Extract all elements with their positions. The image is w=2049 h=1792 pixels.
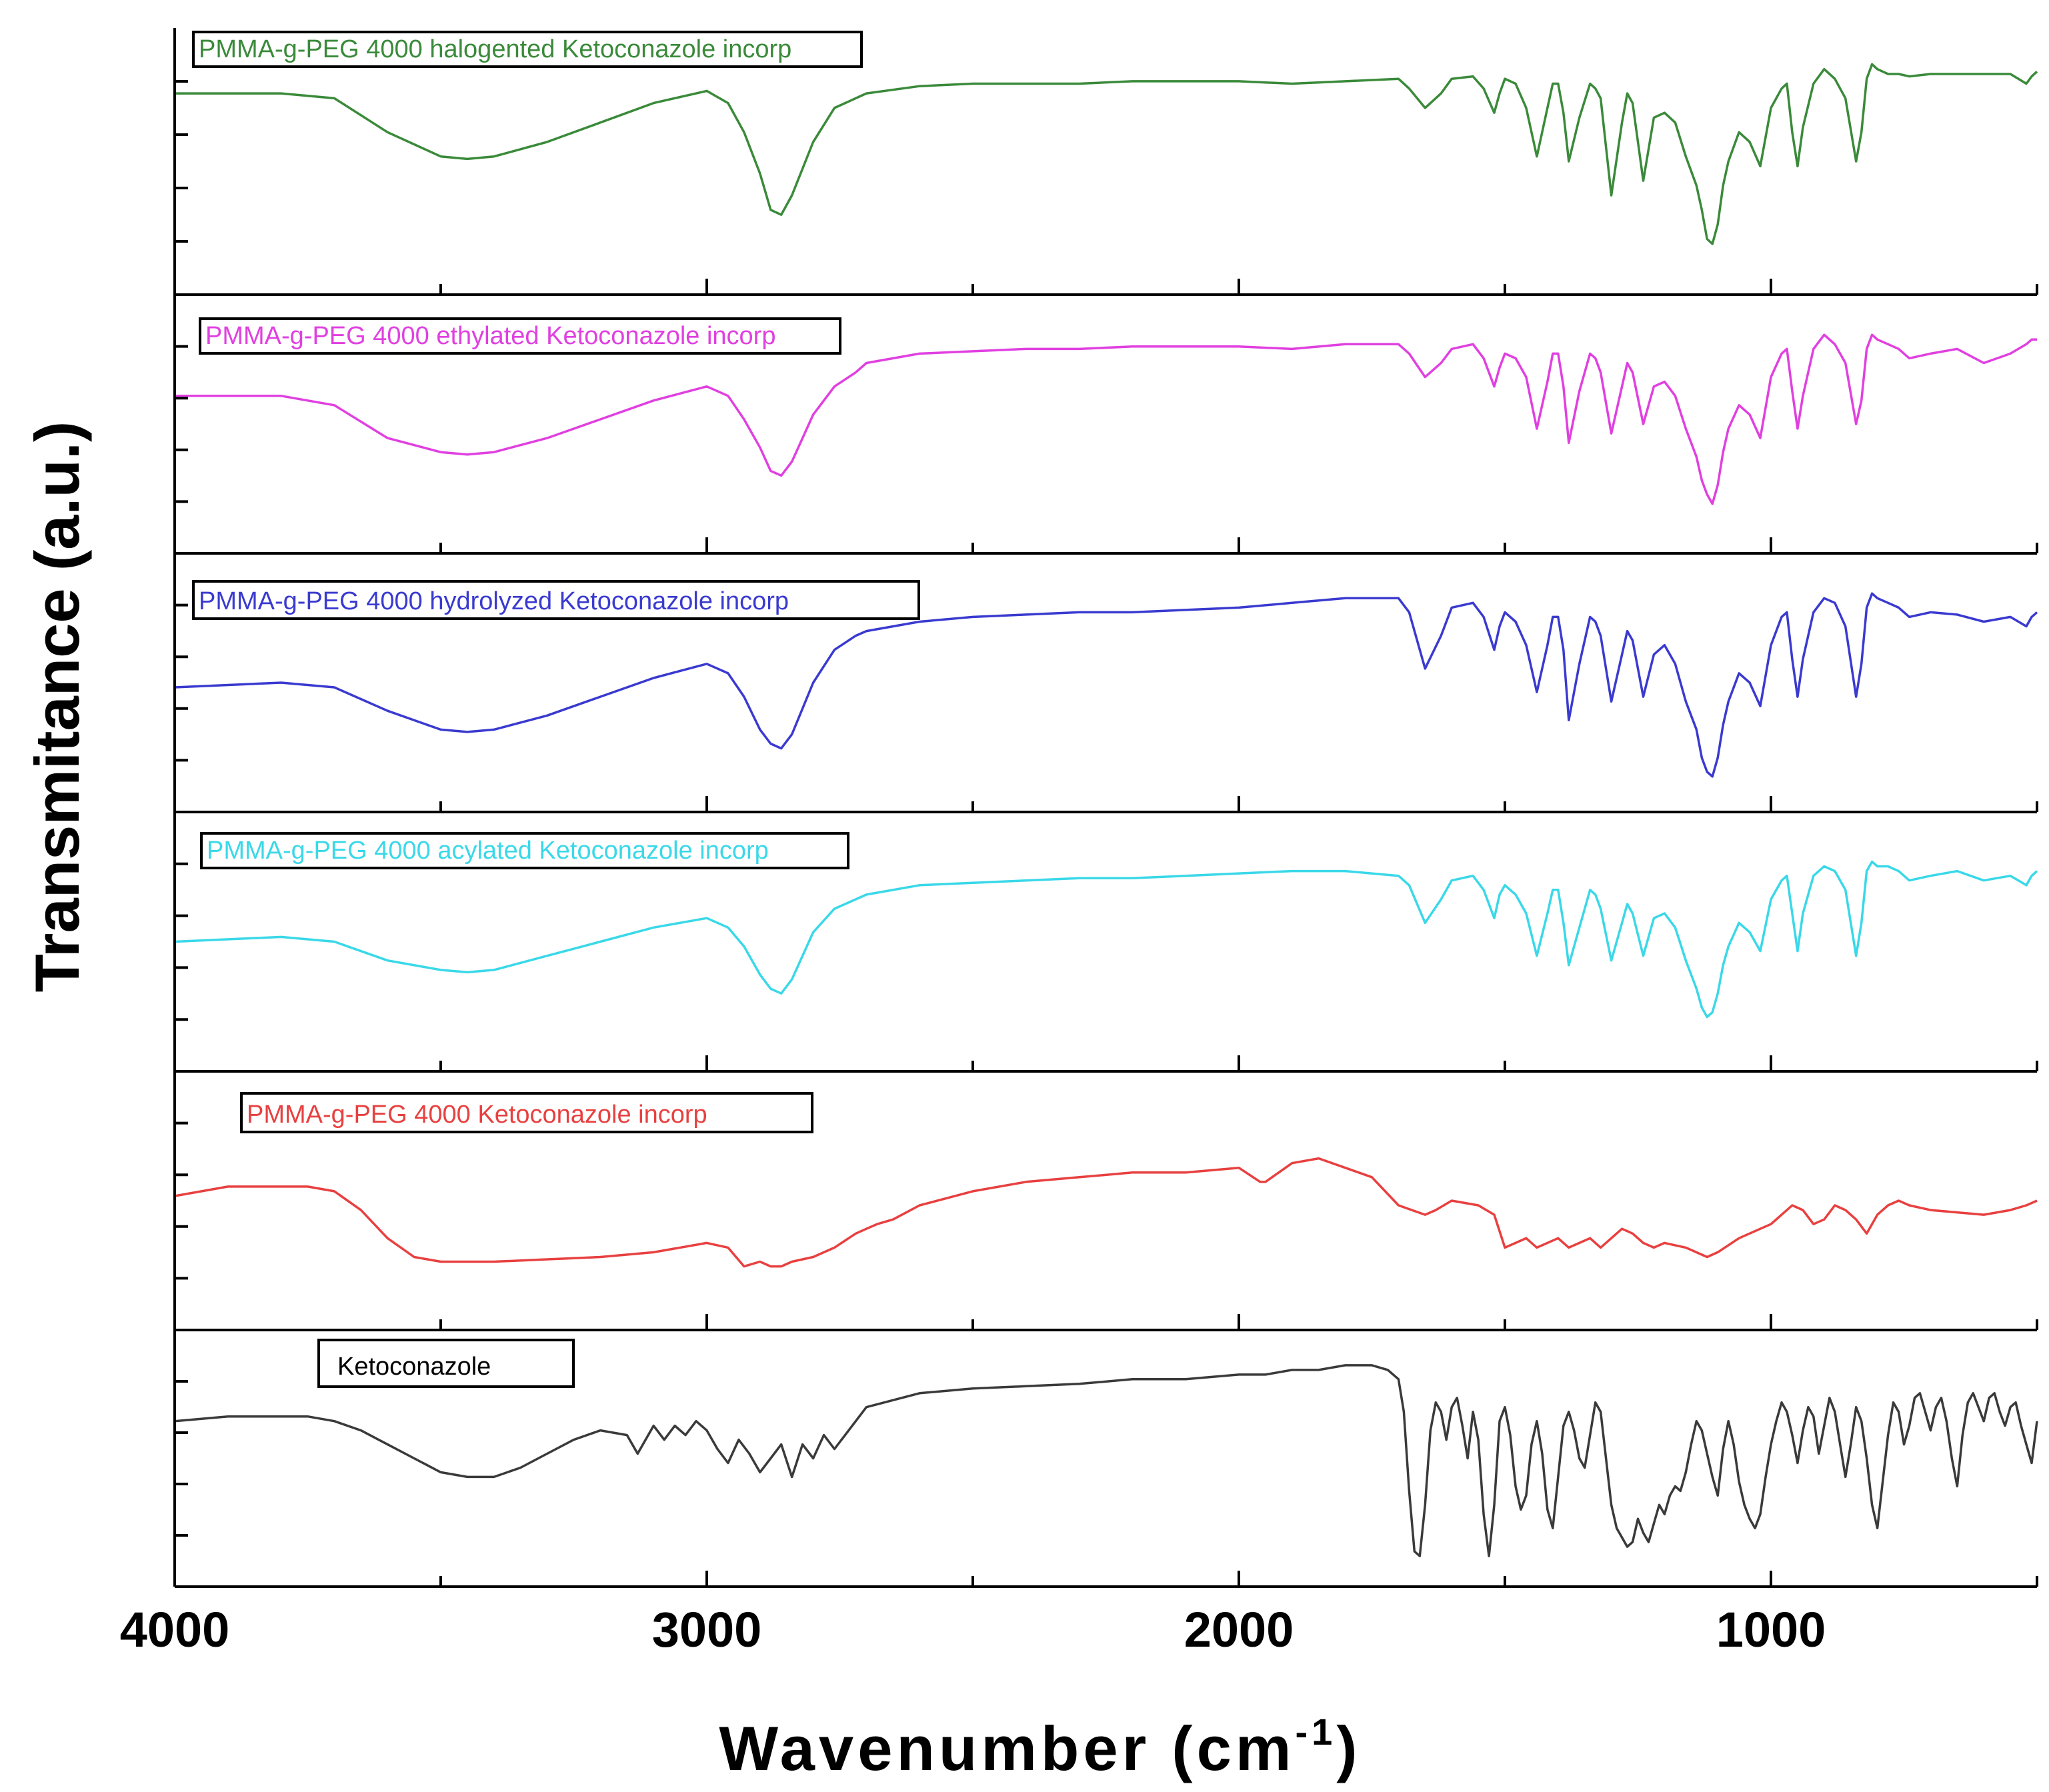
series-line-6 [174,1364,2038,1557]
x-axis-title: Wavenumber (cm-1) [719,1711,1361,1783]
series-label-2: PMMA-g-PEG 4000 ethylated Ketoconazole i… [205,322,775,350]
panel-1: PMMA-g-PEG 4000 halogented Ketoconazole … [173,28,2038,296]
y-axis-title: Transmitance (a.u.) [22,421,92,993]
legend-box-5 [240,1092,813,1133]
x-tick-label: 3000 [652,1602,762,1657]
panel-6: Ketoconazole [173,1330,2038,1588]
series-label-1: PMMA-g-PEG 4000 halogented Ketoconazole … [199,35,791,63]
x-axis-title-main: Wavenumber (cm [719,1713,1295,1783]
series-label-4: PMMA-g-PEG 4000 acylated Ketoconazole in… [207,837,769,865]
series-label-5: PMMA-g-PEG 4000 Ketoconazole incorp [247,1101,707,1129]
x-tick-label: 2000 [1184,1602,1294,1657]
panel-3: PMMA-g-PEG 4000 hydrolyzed Ketoconazole … [173,553,2038,813]
panels: PMMA-g-PEG 4000 halogented Ketoconazole … [173,28,2038,1588]
legend-box-4 [200,832,849,869]
panel-5: PMMA-g-PEG 4000 Ketoconazole incorp [173,1071,2038,1331]
series-line-1 [175,63,2038,245]
legend-box-1 [192,31,863,68]
panel-2: PMMA-g-PEG 4000 ethylated Ketoconazole i… [173,295,2038,555]
series-label-3: PMMA-g-PEG 4000 hydrolyzed Ketoconazole … [199,587,789,615]
x-tick-label: 4000 [120,1602,230,1657]
legend-box-6 [317,1339,575,1388]
legend-box-3 [192,580,920,620]
series-line-3 [174,592,2038,778]
panel-4: PMMA-g-PEG 4000 acylated Ketoconazole in… [173,812,2038,1073]
series-line-2 [175,333,2037,505]
x-tick-label: 1000 [1716,1602,1826,1657]
x-axis: 4000 3000 2000 1000 [120,1602,1826,1657]
series-label-6: Ketoconazole [337,1353,491,1381]
x-axis-title-close: ) [1336,1713,1361,1783]
series-line-4 [174,860,2038,1019]
legend-box-2 [199,317,841,355]
series-line-5 [174,1157,2038,1268]
x-axis-title-superscript: -1 [1295,1711,1336,1753]
